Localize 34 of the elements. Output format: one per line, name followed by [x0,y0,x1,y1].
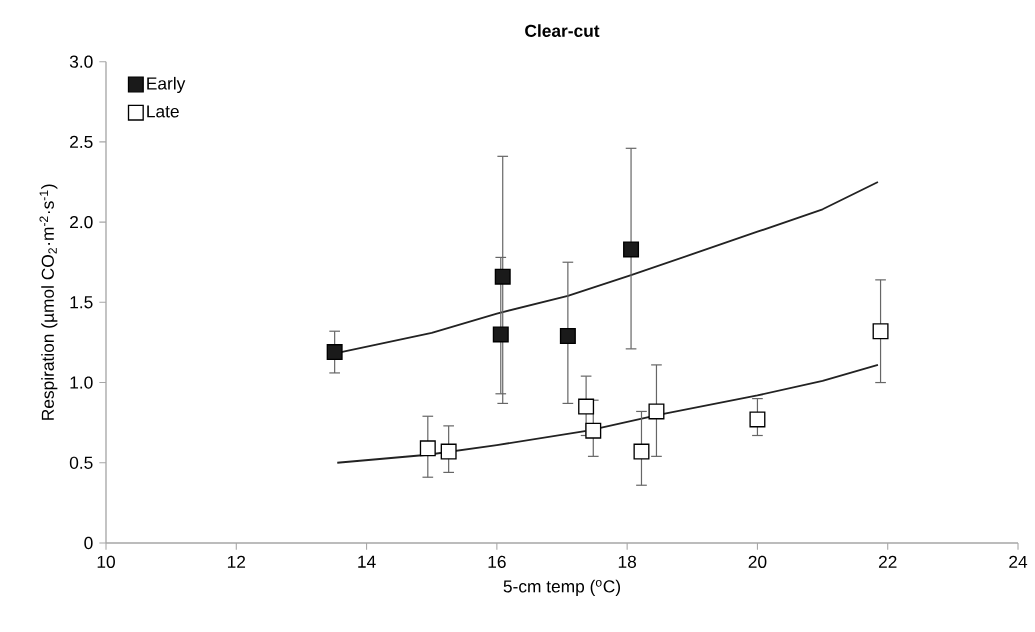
legend-label: Late [147,105,179,118]
point [648,403,665,420]
y-tick-label: 2.5 [70,135,93,149]
x-tick-label: 24 [1009,555,1028,568]
x-tick-label: 12 [227,555,246,568]
point [623,241,640,258]
y-tick-label: 0 [84,536,93,550]
y-tick-label: 0.5 [69,456,93,469]
point [440,443,457,460]
y-tick-label: 1.5 [70,296,93,309]
point [419,440,436,457]
point [872,323,889,340]
point [749,411,766,428]
line-series [336,363,879,464]
point [633,443,650,460]
point [494,268,511,285]
point [578,398,595,415]
x-tick-label: 22 [878,555,897,568]
y-tick-label: 1.0 [70,376,93,389]
chart-title: Clear-cut [525,24,600,37]
y-tick-label: 3.0 [69,55,93,68]
x-tick-label: 18 [618,555,637,568]
y-tick-label: 2.0 [70,215,93,229]
legend-label: Early [147,76,186,94]
x-tick-label: 16 [488,555,506,568]
point [326,344,343,361]
x-tick-label: 14 [358,555,376,568]
point [585,422,602,439]
x-tick-label: 20 [748,555,767,568]
point [492,326,509,343]
x-tick-label: 10 [97,555,115,568]
y-axis-title: Respiration (µmol CO$_{2}$·m$^{-2}$·s$^{-1}$) [39,184,58,420]
point [559,328,576,345]
x-axis-title: 5-cm temp ($^{o}$C) [503,579,621,596]
